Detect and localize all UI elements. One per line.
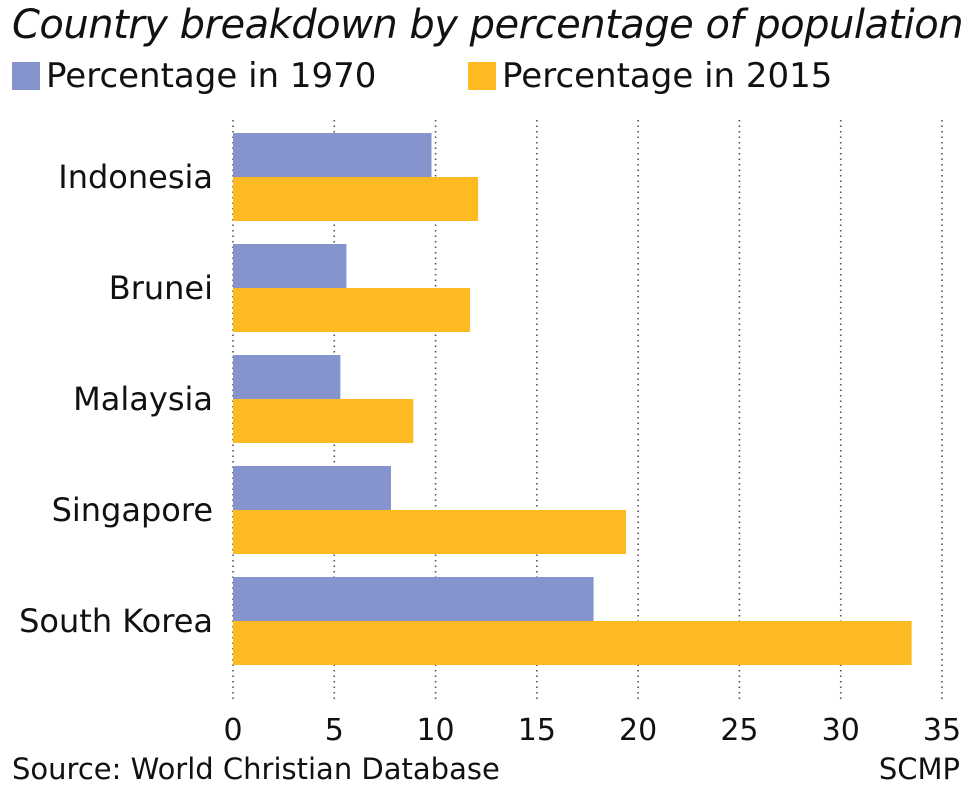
x-tick-label: 25 bbox=[720, 713, 758, 748]
x-tick-label: 20 bbox=[619, 713, 657, 748]
legend-item-2015: Percentage in 2015 bbox=[468, 56, 833, 96]
source-note: Source: World Christian Database bbox=[12, 752, 500, 786]
credit-label: SCMP bbox=[878, 752, 960, 786]
bar bbox=[233, 510, 626, 554]
x-tick-label: 10 bbox=[416, 713, 454, 748]
legend-swatch-1970 bbox=[12, 62, 40, 90]
category-label: Malaysia bbox=[73, 380, 213, 418]
bar bbox=[233, 177, 479, 221]
x-tick-label: 30 bbox=[822, 713, 860, 748]
legend-label-1970: Percentage in 1970 bbox=[46, 56, 377, 96]
legend-swatch-2015 bbox=[468, 62, 496, 90]
category-label: Brunei bbox=[109, 269, 213, 307]
bar bbox=[233, 466, 392, 510]
legend-label-2015: Percentage in 2015 bbox=[502, 56, 833, 96]
bar bbox=[233, 577, 594, 621]
x-tick-label: 35 bbox=[923, 713, 961, 748]
category-label: South Korea bbox=[19, 602, 213, 640]
category-label: Singapore bbox=[52, 491, 213, 529]
bar bbox=[233, 621, 912, 665]
x-tick-label: 15 bbox=[518, 713, 556, 748]
x-tick-label: 5 bbox=[325, 713, 344, 748]
legend-item-1970: Percentage in 1970 bbox=[12, 56, 377, 96]
bar bbox=[233, 133, 432, 177]
bar bbox=[233, 355, 341, 399]
bar bbox=[233, 244, 347, 288]
bar bbox=[233, 288, 471, 332]
bar bbox=[233, 399, 414, 443]
chart-title: Country breakdown by percentage of popul… bbox=[12, 2, 964, 48]
category-label: Indonesia bbox=[58, 158, 213, 196]
x-tick-label: 0 bbox=[223, 713, 242, 748]
